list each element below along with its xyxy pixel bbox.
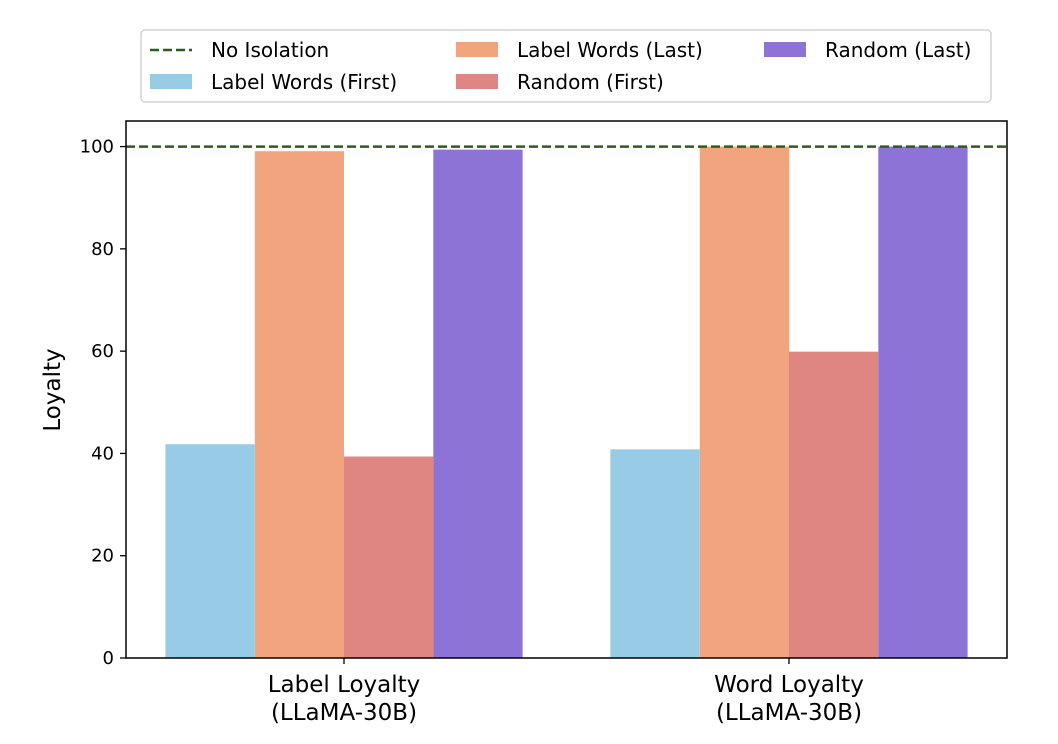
x-axis: Label Loyalty(LLaMA-30B)Word Loyalty(LLa… [268, 658, 864, 726]
y-axis: 0 20 40 60 80 100 [80, 137, 126, 669]
legend-label: Label Words (First) [211, 70, 397, 94]
legend-label: No Isolation [211, 38, 329, 62]
y-tick-label: 60 [91, 341, 114, 362]
bar [789, 351, 879, 658]
x-tick-label: Word Loyalty [714, 672, 864, 698]
y-axis-label: Loyalty [40, 348, 66, 431]
plot-frame [125, 120, 1008, 659]
legend: No Isolation Label Words (First) Label Wor… [140, 29, 992, 103]
y-tick-label: 100 [80, 137, 114, 158]
bar [344, 456, 434, 658]
y-tick-label: 80 [91, 239, 114, 260]
y-tick-label: 40 [91, 443, 114, 464]
bar [878, 146, 968, 659]
y-tick-label: 20 [91, 546, 114, 567]
bar [165, 444, 255, 658]
legend-label: Label Words (Last) [517, 38, 703, 62]
legend-swatch [150, 74, 192, 89]
legend-swatch [456, 74, 498, 89]
legend-label: Random (Last) [825, 38, 971, 62]
bar [610, 449, 700, 658]
bars-layer [165, 146, 968, 659]
x-tick-label: Label Loyalty [268, 672, 421, 698]
legend-label: Random (First) [517, 70, 664, 94]
legend-swatch [764, 42, 806, 57]
x-tick-label: (LLaMA-30B) [271, 700, 417, 726]
x-tick-label: (LLaMA-30B) [716, 700, 862, 726]
y-tick-label: 0 [103, 648, 114, 669]
bar [699, 146, 789, 659]
bar [433, 149, 523, 658]
bar [254, 151, 344, 658]
legend-swatch [456, 42, 498, 57]
